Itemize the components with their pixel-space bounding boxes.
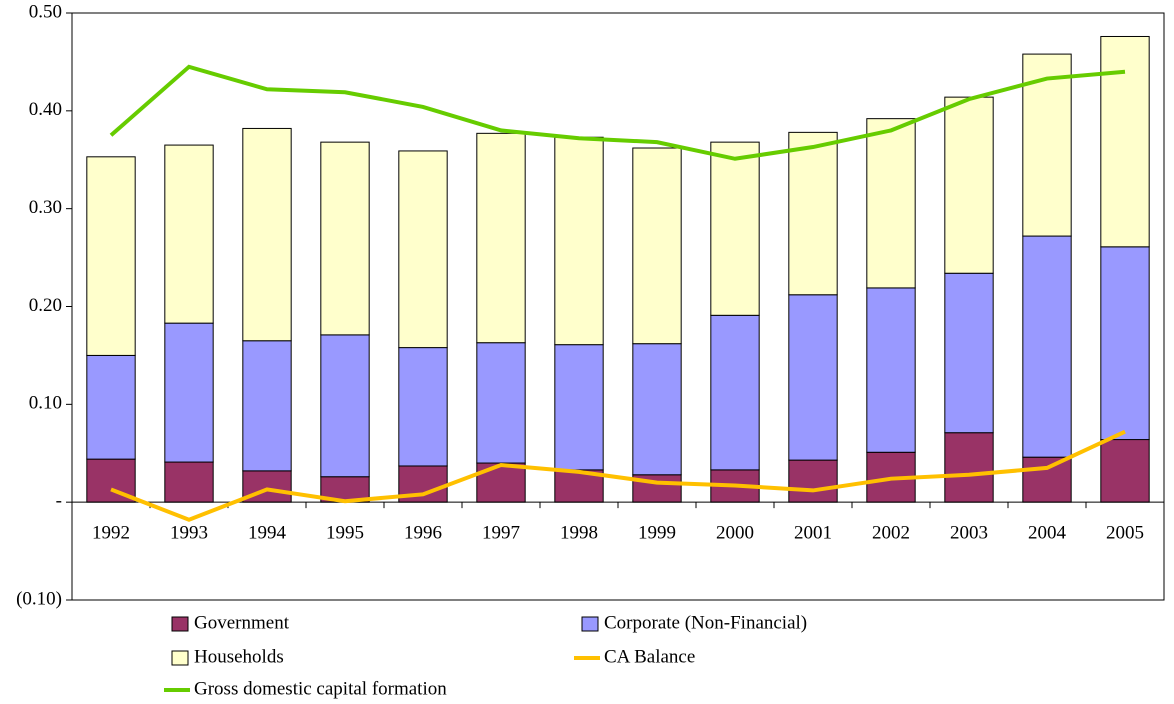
x-tick-label: 1992 [92,523,130,544]
x-tick-label: 1999 [638,523,676,544]
bar [476,132,526,344]
bar [788,459,838,503]
legend-label: Corporate (Non-Financial) [604,612,807,633]
y-tick-label: 0.50 [29,1,62,22]
bar [320,141,370,336]
bar [632,147,682,345]
bar [1022,456,1072,503]
bar [554,136,604,346]
bar [242,127,292,342]
bar [164,461,214,503]
bar [866,118,916,289]
bar [866,287,916,453]
bar [788,294,838,461]
legend-swatch [171,616,189,632]
y-tick-label: (0.10) [16,588,62,609]
bar [398,150,448,349]
y-tick-label: - [56,491,62,512]
legend-swatch [171,650,189,666]
bar [944,432,994,503]
x-tick-label: 1995 [326,523,364,544]
bar [710,141,760,316]
bar [398,347,448,467]
bar [1100,439,1150,503]
line-series [110,429,1126,522]
y-tick-label: 0.30 [29,197,62,218]
bar [320,334,370,478]
x-tick-label: 2004 [1028,523,1067,544]
legend-label: CA Balance [604,646,695,667]
bar [1022,235,1072,458]
line-series [109,64,1126,161]
legend-label: Government [194,612,290,633]
bar [86,354,136,460]
bar [632,343,682,476]
bar [476,462,526,503]
bar [944,272,994,434]
bar [1100,35,1150,248]
bar [788,131,838,296]
bar [242,340,292,472]
y-tick-label: 0.40 [29,99,62,120]
x-tick-label: 1998 [560,523,598,544]
x-tick-label: 2000 [716,523,754,544]
plot-area [71,12,1165,601]
x-tick-label: 2002 [872,523,910,544]
x-tick-label: 2003 [950,523,988,544]
legend-swatch [581,616,599,632]
bar [164,144,214,324]
x-tick-label: 2001 [794,523,832,544]
bar [944,96,994,274]
x-tick-label: 2005 [1106,523,1144,544]
bar [1100,246,1150,441]
y-tick-label: 0.10 [29,393,62,414]
legend-label: Households [194,646,284,667]
legend-label: Gross domestic capital formation [194,678,447,699]
x-tick-label: 1996 [404,523,442,544]
x-tick-label: 1997 [482,523,520,544]
bar [554,344,604,471]
x-tick-label: 1993 [170,523,208,544]
bar [86,156,136,356]
bar [164,322,214,463]
x-tick-label: 1994 [248,523,287,544]
bar [476,342,526,464]
bar [710,314,760,471]
y-tick-label: 0.20 [29,295,62,316]
